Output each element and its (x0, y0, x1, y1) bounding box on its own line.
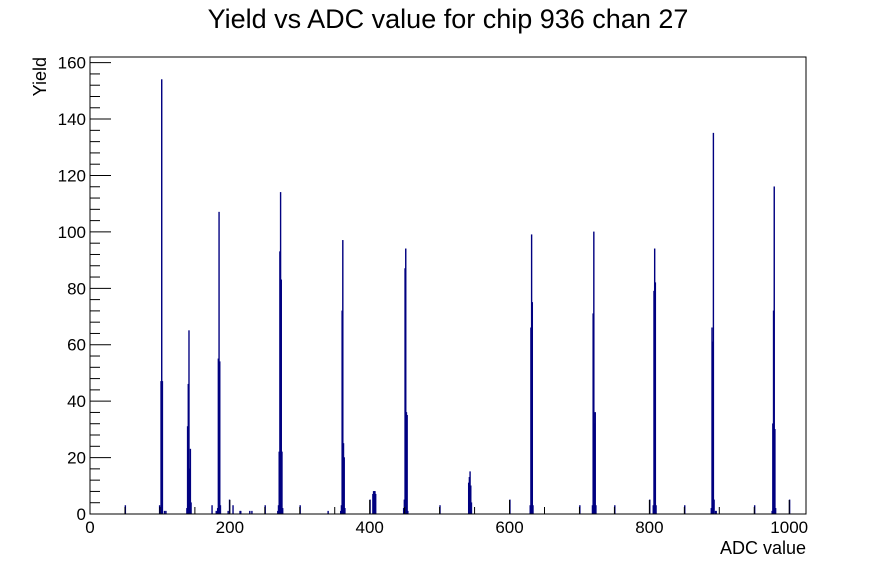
histogram-bin-83 (654, 282, 657, 515)
histogram-bin-57 (406, 414, 408, 515)
y-tick-label: 140 (58, 110, 86, 129)
y-tick-label: 60 (67, 336, 86, 355)
histogram-bin-90 (713, 499, 715, 515)
x-tick-label: 400 (356, 518, 384, 537)
histogram-bin-99 (774, 508, 777, 515)
chart-title: Yield vs ADC value for chip 936 chan 27 (208, 4, 689, 34)
histogram-bin-51 (374, 493, 377, 515)
x-axis-label: ADC value (720, 538, 806, 558)
histogram-bin-36 (281, 508, 284, 515)
plot-frame (89, 56, 807, 515)
histogram-bin-76 (594, 412, 596, 515)
y-tick-label: 20 (67, 449, 86, 468)
y-tick-label: 160 (58, 54, 86, 73)
y-tick-label: 100 (58, 223, 86, 242)
histogram-bin-13 (190, 502, 192, 515)
histogram-bin-4 (161, 381, 164, 515)
histogram-bin-44 (343, 457, 345, 515)
histogram-bin-89 (712, 132, 715, 515)
x-tick-label: 600 (495, 518, 523, 537)
x-axis-ticks: 0 200 400 600 800 1000 (85, 500, 808, 537)
histogram-bin-19 (219, 361, 221, 515)
histogram-bin-84 (655, 505, 657, 515)
histogram-bin-20 (219, 505, 222, 515)
x-tick-label: 0 (85, 518, 94, 537)
y-axis-label: Yield (30, 57, 50, 96)
histogram-bin-69 (531, 302, 534, 515)
y-tick-label: 0 (77, 505, 86, 524)
y-tick-label: 80 (67, 279, 86, 298)
y-axis-ticks: 0 20 40 60 80 100 120 140 160 (58, 54, 111, 524)
histogram-bin-23 (232, 505, 234, 515)
histogram-bin-14 (211, 505, 213, 515)
histogram-bin-35 (281, 451, 283, 515)
histogram-bin-77 (595, 505, 597, 515)
x-tick-label: 800 (635, 518, 663, 537)
x-tick-label: 1000 (770, 518, 808, 537)
histogram-bin-45 (344, 508, 346, 515)
y-tick-label: 120 (58, 166, 86, 185)
y-tick-label: 40 (67, 392, 86, 411)
histogram-bin-70 (532, 505, 534, 515)
x-tick-label: 200 (216, 518, 244, 537)
histogram-bin-98 (774, 429, 776, 515)
histogram-bin-64 (470, 502, 473, 515)
